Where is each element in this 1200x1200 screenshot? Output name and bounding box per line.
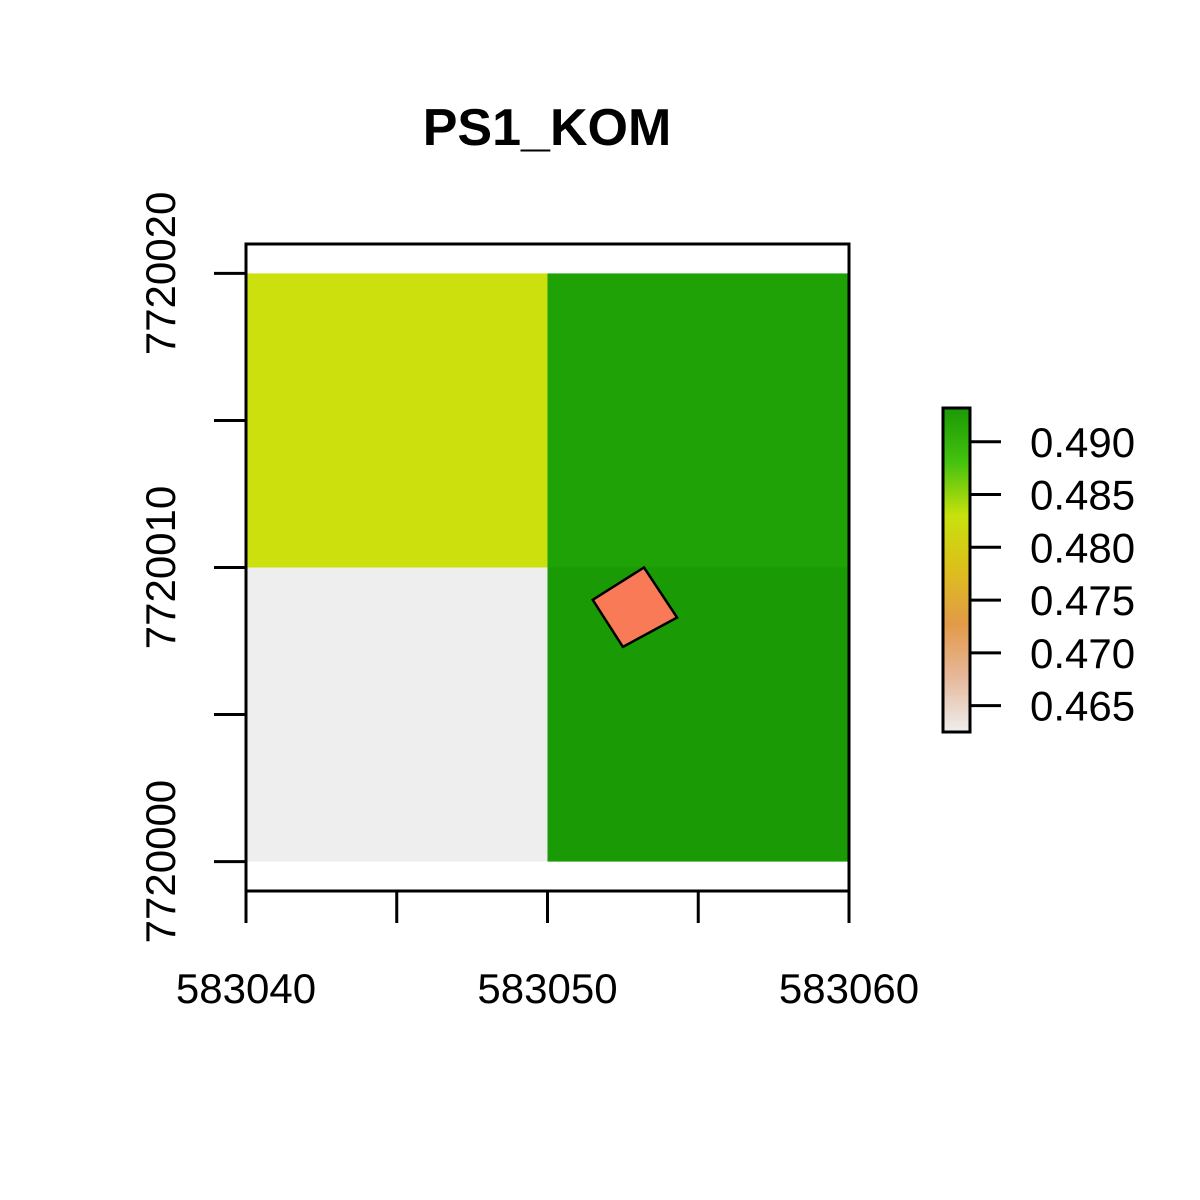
legend-tick-label-2: 0.475 [1030, 577, 1135, 624]
raster-cell-2 [246, 567, 548, 862]
legend-tick-label-3: 0.480 [1030, 524, 1135, 571]
raster-cell-0 [246, 273, 548, 568]
raster-cell-1 [547, 273, 849, 568]
legend-tick-label-1: 0.470 [1030, 630, 1135, 677]
plot-polygon [590, 565, 679, 649]
raster-cells [246, 273, 849, 862]
x-tick-label-0: 583040 [176, 965, 316, 1012]
y-tick-label-2: 7720020 [137, 192, 184, 356]
polygon-layer [590, 565, 679, 649]
raster-cell-3 [547, 567, 849, 862]
legend-tick-label-5: 0.490 [1030, 419, 1135, 466]
x-tick-label-1: 583050 [477, 965, 617, 1012]
y-axis: 7720000 7720010 7720020 [137, 192, 248, 944]
legend-tick-label-0: 0.465 [1030, 683, 1135, 730]
chart-title: PS1_KOM [423, 99, 672, 157]
legend-colorbar [941, 406, 972, 734]
x-axis: 583040 583050 583060 [176, 889, 919, 1012]
legend-tick-label-4: 0.485 [1030, 472, 1135, 519]
y-tick-label-0: 7720000 [137, 780, 184, 944]
x-tick-label-2: 583060 [779, 965, 919, 1012]
y-tick-label-1: 7720010 [137, 486, 184, 650]
legend: 0.465 0.470 0.475 0.480 0.485 0.490 [941, 406, 1135, 734]
